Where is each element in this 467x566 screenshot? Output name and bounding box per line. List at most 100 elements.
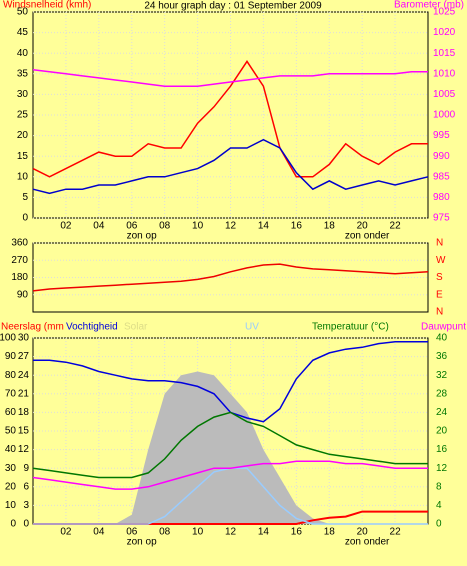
line bbox=[32, 460, 428, 490]
x-tick-label: 06 bbox=[126, 221, 138, 232]
y-tick-label: 90 bbox=[17, 289, 29, 300]
y-tick-label: 50 bbox=[5, 426, 17, 437]
y2-tick-label: 980 bbox=[433, 192, 450, 203]
y-tick-label: 0 bbox=[22, 213, 28, 224]
line bbox=[32, 60, 428, 178]
legend-entry: UV bbox=[245, 322, 259, 333]
y2-tick-label: 1005 bbox=[433, 89, 456, 100]
x-tick-label: 18 bbox=[324, 527, 336, 538]
x-tick-label: 12 bbox=[225, 221, 237, 232]
y-tick-label: 180 bbox=[11, 272, 28, 283]
annotation: zon op bbox=[127, 537, 157, 548]
line bbox=[32, 263, 429, 292]
y2-tick-label: N bbox=[436, 307, 443, 318]
y3-tick-label: 6 bbox=[23, 481, 29, 492]
y-tick-label: 10 bbox=[5, 500, 17, 511]
x-tick-label: 02 bbox=[60, 527, 72, 538]
plot-area bbox=[32, 242, 429, 313]
y2-tick-label: 16 bbox=[436, 444, 448, 455]
y2-tick-label: N bbox=[436, 238, 443, 249]
y-tick-label: 270 bbox=[11, 255, 28, 266]
x-tick-label: 16 bbox=[291, 221, 303, 232]
line bbox=[32, 411, 428, 479]
legend-entry: Vochtigheid bbox=[66, 322, 118, 333]
y2-tick-label: 4 bbox=[436, 500, 442, 511]
y-tick-label: 25 bbox=[17, 110, 29, 121]
x-tick-label: 06 bbox=[126, 527, 138, 538]
y2-tick-label: 28 bbox=[436, 388, 448, 399]
y2-tick-label: 24 bbox=[436, 407, 448, 418]
legend-entry: Windsnelheid (kmh) bbox=[3, 0, 91, 11]
y2-tick-label: 1010 bbox=[433, 68, 456, 79]
y3-tick-label: 24 bbox=[18, 370, 30, 381]
legend-entry: Barometer (mb) bbox=[394, 0, 464, 11]
y-tick-label: 60 bbox=[5, 407, 17, 418]
x-tick-label: 14 bbox=[258, 527, 270, 538]
x-tick-label: 10 bbox=[192, 221, 204, 232]
y2-tick-label: S bbox=[436, 272, 443, 283]
y2-tick-label: 975 bbox=[433, 213, 450, 224]
annotation: zon onder bbox=[345, 231, 390, 242]
y2-tick-label: 20 bbox=[436, 426, 448, 437]
area bbox=[33, 371, 428, 524]
y-tick-label: 30 bbox=[17, 89, 29, 100]
y-tick-label: 70 bbox=[5, 388, 17, 399]
y2-tick-label: 995 bbox=[433, 130, 450, 141]
y3-tick-label: 15 bbox=[18, 426, 30, 437]
x-tick-label: 08 bbox=[159, 221, 171, 232]
line bbox=[32, 138, 429, 195]
y-tick-label: 360 bbox=[11, 238, 28, 249]
legend-entry: Temperatuur (°C) bbox=[312, 322, 389, 333]
x-tick-label: 02 bbox=[60, 221, 72, 232]
y2-tick-label: 1000 bbox=[433, 110, 456, 121]
y2-tick-label: 1020 bbox=[433, 27, 456, 38]
legend-entry: Solar bbox=[124, 322, 148, 333]
y3-tick-label: 30 bbox=[18, 333, 30, 344]
y3-tick-label: 9 bbox=[23, 463, 29, 474]
y-tick-label: 30 bbox=[5, 463, 17, 474]
y-tick-label: 20 bbox=[5, 481, 17, 492]
y-tick-label: 80 bbox=[5, 370, 17, 381]
y-tick-label: 0 bbox=[10, 519, 16, 530]
x-tick-label: 04 bbox=[93, 221, 105, 232]
y-tick-label: 40 bbox=[17, 48, 29, 59]
y-tick-label: 100 bbox=[0, 333, 16, 344]
legend-entry: Dauwpunt bbox=[421, 322, 466, 333]
x-tick-label: 16 bbox=[291, 527, 303, 538]
y-tick-label: 35 bbox=[17, 68, 29, 79]
y-tick-label: 90 bbox=[5, 351, 17, 362]
y3-tick-label: 3 bbox=[23, 500, 29, 511]
y2-tick-label: 32 bbox=[436, 370, 448, 381]
y-tick-label: 45 bbox=[17, 27, 29, 38]
y3-tick-label: 18 bbox=[18, 407, 30, 418]
x-tick-label: 08 bbox=[159, 527, 171, 538]
y2-tick-label: 1015 bbox=[433, 48, 456, 59]
x-tick-label: 04 bbox=[93, 527, 105, 538]
y-tick-label: 5 bbox=[22, 192, 28, 203]
x-tick-label: 14 bbox=[258, 221, 270, 232]
y-tick-label: 40 bbox=[5, 444, 17, 455]
line bbox=[32, 68, 428, 87]
legend-entry: Neerslag (mm bbox=[1, 322, 64, 333]
x-tick-label: 12 bbox=[225, 527, 237, 538]
y3-tick-label: 12 bbox=[18, 444, 30, 455]
y-tick-label: 20 bbox=[17, 130, 29, 141]
y-tick-label: 50 bbox=[17, 7, 29, 18]
annotation: zon op bbox=[127, 231, 157, 242]
y2-tick-label: 40 bbox=[436, 333, 448, 344]
annotation: zon onder bbox=[345, 537, 390, 548]
y3-tick-label: 27 bbox=[18, 351, 30, 362]
y2-tick-label: 1025 bbox=[433, 7, 456, 18]
y-tick-label: 15 bbox=[17, 151, 29, 162]
x-tick-label: 18 bbox=[324, 221, 336, 232]
x-tick-label: 22 bbox=[390, 527, 402, 538]
x-tick-label: 10 bbox=[192, 527, 204, 538]
y2-tick-label: 985 bbox=[433, 171, 450, 182]
y2-tick-label: E bbox=[436, 289, 443, 300]
chart-title: 24 hour graph day : 01 September 2009 bbox=[144, 1, 322, 12]
y2-tick-label: 36 bbox=[436, 351, 448, 362]
y2-tick-label: 0 bbox=[436, 519, 442, 530]
y-tick-label: 10 bbox=[17, 171, 29, 182]
y2-tick-label: W bbox=[436, 255, 446, 266]
